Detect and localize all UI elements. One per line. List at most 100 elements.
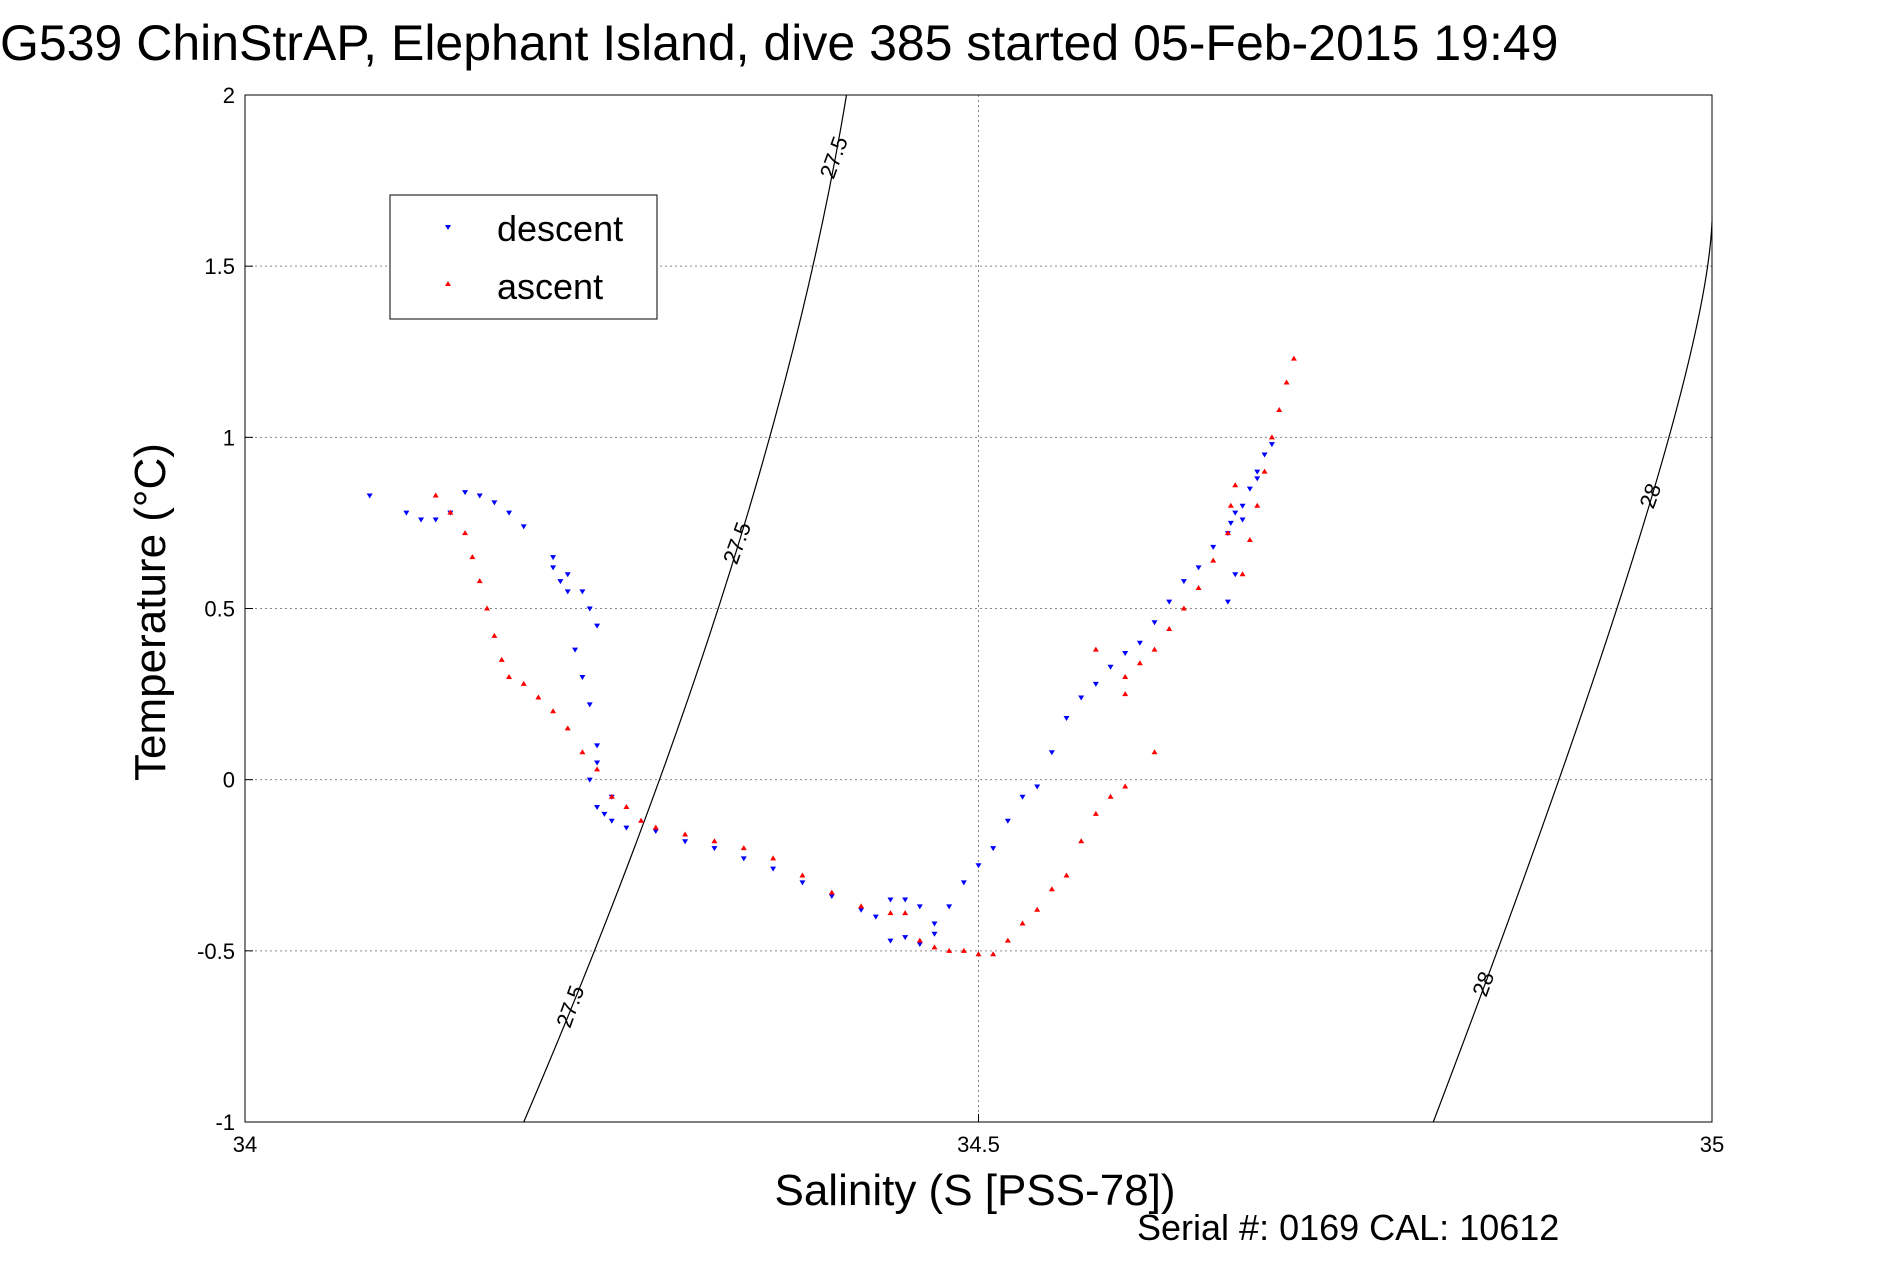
descent-point bbox=[557, 579, 564, 585]
density-contour-label: 27.5 bbox=[551, 982, 589, 1031]
descent-point bbox=[1210, 544, 1217, 550]
y-tick-label: 1.5 bbox=[204, 254, 235, 279]
descent-point bbox=[872, 914, 879, 920]
descent-point bbox=[1107, 664, 1114, 670]
legend-descent-marker bbox=[445, 225, 451, 230]
descent-point bbox=[1239, 517, 1246, 523]
descent-point bbox=[1232, 510, 1239, 516]
descent-point bbox=[1232, 572, 1239, 578]
ascent-point bbox=[1034, 906, 1041, 912]
descent-point bbox=[960, 880, 967, 886]
ascent-point bbox=[520, 680, 527, 686]
descent-point bbox=[1078, 695, 1085, 701]
ascent-point bbox=[1283, 379, 1290, 385]
ascent-point bbox=[1290, 355, 1297, 361]
descent-point bbox=[1224, 599, 1231, 605]
x-tick-label: 34 bbox=[233, 1132, 257, 1157]
ascent-point bbox=[946, 947, 953, 953]
density-contour-label: 27.5 bbox=[718, 519, 756, 568]
ascent-point bbox=[711, 838, 718, 844]
ascent-point bbox=[1122, 691, 1129, 697]
descent-point bbox=[594, 760, 601, 766]
ascent-point bbox=[462, 530, 469, 536]
ascent-point bbox=[887, 910, 894, 916]
legend-box bbox=[389, 194, 658, 320]
descent-point bbox=[594, 623, 601, 629]
ascent-point bbox=[1004, 937, 1011, 943]
descent-point bbox=[931, 931, 938, 937]
ascent-point bbox=[1122, 673, 1129, 679]
descent-point bbox=[887, 938, 894, 944]
footer-serial: Serial #: 0169 CAL: 10612 bbox=[1137, 1207, 1559, 1248]
descent-point bbox=[1166, 599, 1173, 605]
x-axis-label: Salinity (S [PSS-78]) bbox=[774, 1166, 1175, 1215]
descent-point bbox=[550, 555, 557, 561]
descent-point bbox=[902, 897, 909, 903]
descent-point bbox=[462, 490, 469, 496]
chart-title: G539 ChinStrAP, Elephant Island, dive 38… bbox=[0, 15, 1558, 71]
ascent-point bbox=[1195, 584, 1202, 590]
descent-point bbox=[564, 572, 571, 578]
descent-point bbox=[1227, 520, 1234, 526]
ascent-point bbox=[1107, 793, 1114, 799]
descent-point bbox=[1136, 640, 1143, 646]
descent-point bbox=[770, 866, 777, 872]
ascent-point bbox=[1180, 605, 1187, 611]
ascent-point bbox=[902, 910, 909, 916]
descent-point bbox=[828, 894, 835, 900]
ascent-point bbox=[447, 509, 454, 515]
ascent-point bbox=[799, 872, 806, 878]
y-tick-label: 2 bbox=[223, 83, 235, 108]
ascent-point bbox=[1227, 502, 1234, 508]
descent-point bbox=[975, 863, 982, 869]
descent-point bbox=[887, 897, 894, 903]
descent-point bbox=[564, 589, 571, 595]
descent-point bbox=[740, 856, 747, 862]
descent-point bbox=[858, 907, 865, 913]
ascent-point bbox=[1019, 920, 1026, 926]
ascent-point bbox=[1078, 838, 1085, 844]
ascent-point bbox=[1122, 783, 1129, 789]
ascent-point bbox=[1224, 530, 1231, 536]
descent-point bbox=[1004, 818, 1011, 824]
descent-point bbox=[682, 839, 689, 845]
descent-point bbox=[916, 941, 923, 947]
descent-point bbox=[579, 674, 586, 680]
y-tick-label: 1 bbox=[223, 425, 235, 450]
descent-point bbox=[1092, 681, 1099, 687]
ascent-point bbox=[975, 951, 982, 957]
descent-point bbox=[1261, 452, 1268, 458]
ascent-point bbox=[1136, 660, 1143, 666]
ascent-point bbox=[931, 944, 938, 950]
ascent-point bbox=[623, 804, 630, 810]
descent-point bbox=[799, 880, 806, 886]
legend-ascent-label: ascent bbox=[497, 266, 603, 307]
ascent-point bbox=[828, 889, 835, 895]
descent-point bbox=[1246, 486, 1253, 492]
density-contour-label: 28 bbox=[1467, 968, 1499, 1000]
ascent-point bbox=[432, 492, 439, 498]
ascent-point bbox=[1276, 406, 1283, 412]
ascent-point bbox=[682, 831, 689, 837]
ascent-point bbox=[506, 673, 513, 679]
ascent-point bbox=[1268, 434, 1275, 440]
y-tick-label: -1 bbox=[215, 1110, 235, 1135]
descent-point bbox=[1239, 503, 1246, 509]
descent-point bbox=[1180, 579, 1187, 585]
descent-point bbox=[432, 517, 439, 523]
grid bbox=[245, 95, 1712, 1122]
ascent-point bbox=[770, 855, 777, 861]
ascent-point bbox=[1151, 749, 1158, 755]
ascent-point bbox=[484, 605, 491, 611]
descent-point bbox=[1195, 565, 1202, 571]
ascent-point bbox=[990, 951, 997, 957]
ascent-point bbox=[498, 656, 505, 662]
y-axis-label: Temperature (°C) bbox=[126, 443, 175, 781]
descent-point bbox=[1254, 476, 1261, 482]
x-tick-label: 34.5 bbox=[957, 1132, 1000, 1157]
descent-point bbox=[931, 921, 938, 927]
density-contour-line bbox=[523, 94, 848, 1123]
descent-point bbox=[916, 904, 923, 910]
ascent-point bbox=[652, 824, 659, 830]
